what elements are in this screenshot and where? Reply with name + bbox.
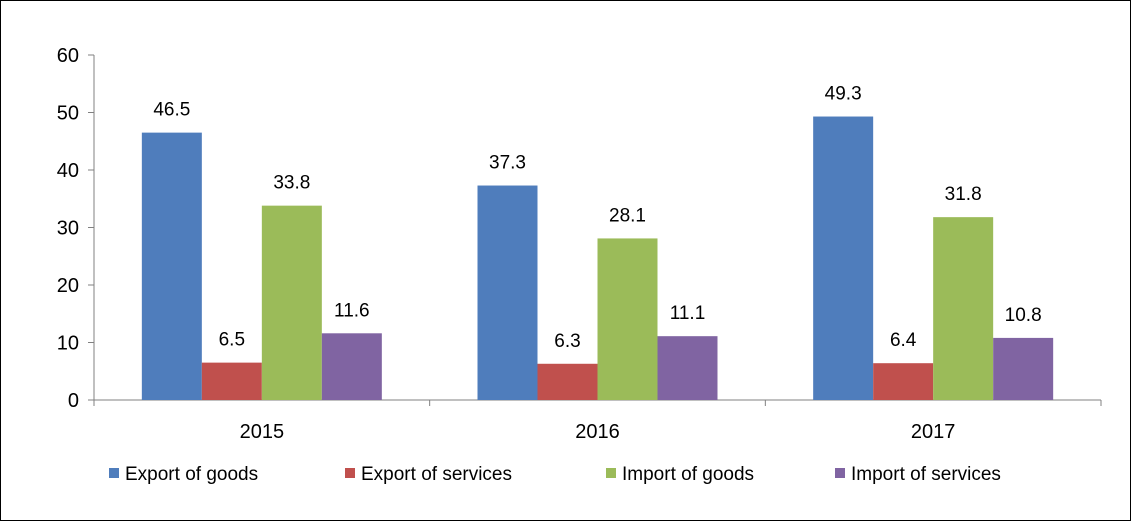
data-label: 37.3: [489, 153, 526, 174]
y-tick-label: 30: [57, 218, 79, 240]
legend-entry-label: Export of goods: [125, 464, 258, 485]
data-label: 31.8: [945, 184, 982, 205]
legend-entry-label: Import of goods: [622, 464, 754, 485]
data-label: 6.5: [219, 330, 245, 351]
data-label: 10.8: [1005, 305, 1042, 326]
legend-entry-label: Export of services: [361, 464, 512, 485]
data-label: 6.4: [890, 330, 917, 351]
bar: [658, 336, 718, 400]
data-label: 11.1: [670, 303, 706, 324]
bar: [813, 117, 873, 400]
bar: [202, 363, 262, 400]
data-label: 28.1: [609, 205, 646, 226]
legend-swatch: [606, 468, 616, 478]
data-label: 46.5: [153, 100, 190, 121]
bars: [142, 117, 1053, 400]
bar: [873, 363, 933, 400]
bar: [598, 238, 658, 400]
x-tick-label: 2015: [240, 421, 285, 443]
bar: [538, 364, 598, 400]
legend-swatch: [109, 468, 119, 478]
y-tick-label: 40: [57, 160, 79, 182]
y-tick-label: 10: [57, 333, 79, 355]
y-tick-label: 20: [57, 275, 79, 297]
y-tick-label: 60: [57, 45, 79, 67]
legend-swatch: [835, 468, 845, 478]
legend-swatch: [345, 468, 355, 478]
y-tick-label: 50: [57, 103, 79, 125]
x-tick-label: 2016: [575, 421, 620, 443]
data-label: 33.8: [273, 173, 310, 194]
bar: [993, 338, 1053, 400]
bar: [933, 217, 993, 400]
bar: [478, 186, 538, 400]
x-tick-label: 2017: [911, 421, 956, 443]
data-label: 11.6: [334, 300, 370, 321]
bar: [322, 333, 382, 400]
legend: Export of goods Export of services Import …: [109, 464, 1001, 485]
bar: [142, 133, 202, 400]
bar: [262, 206, 322, 400]
data-label: 49.3: [825, 84, 862, 105]
legend-entry-label: Import of services: [851, 464, 1001, 485]
data-label: 6.3: [554, 331, 580, 352]
y-tick-label: 0: [68, 390, 79, 412]
